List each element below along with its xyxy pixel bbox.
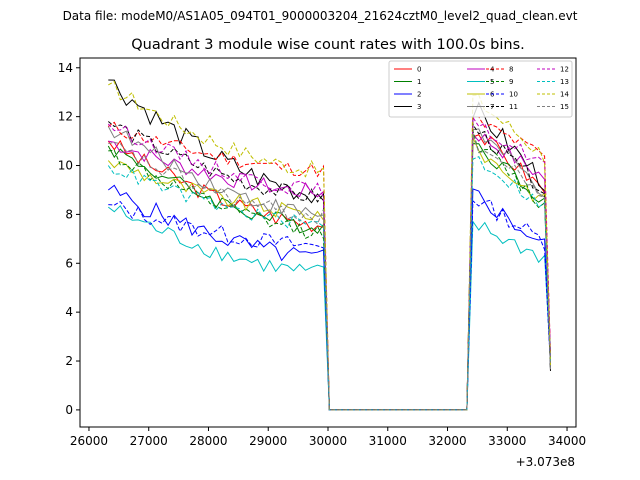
legend-label-13: 13	[560, 78, 569, 86]
series-line-8	[108, 116, 551, 411]
series-line-12	[107, 115, 551, 411]
legend-label-12: 12	[560, 66, 569, 74]
x-offset-label: +3.073e8	[516, 455, 575, 469]
x-tick-label: 32000	[428, 434, 466, 448]
y-tick-label: 10	[58, 159, 73, 173]
y-tick-label: 14	[58, 61, 73, 75]
x-tick-label: 28000	[189, 434, 227, 448]
y-tick-label: 6	[65, 256, 73, 270]
legend-label-15: 15	[560, 103, 569, 111]
y-tick-label: 8	[65, 207, 73, 221]
y-tick-label: 0	[65, 403, 73, 417]
legend-label-3: 3	[417, 103, 421, 111]
legend-label-11: 11	[509, 103, 518, 111]
legend-label-1: 1	[417, 78, 421, 86]
series-line-3	[108, 79, 551, 411]
y-tick-label: 2	[65, 354, 73, 368]
x-tick-label: 33000	[488, 434, 526, 448]
series-line-5	[107, 204, 551, 411]
x-tick-label: 30000	[309, 434, 347, 448]
legend-frame	[388, 60, 573, 118]
legend: 0123456789101112131415	[388, 60, 573, 118]
series-line-11	[107, 121, 551, 411]
series-line-14	[108, 80, 551, 411]
series-line-15	[108, 133, 551, 411]
series-line-4	[108, 132, 551, 411]
legend-label-9: 9	[509, 78, 513, 86]
x-tick-label: 27000	[130, 434, 168, 448]
x-tick-label: 31000	[369, 434, 407, 448]
x-tick-label: 34000	[548, 434, 586, 448]
series-line-6	[107, 137, 551, 411]
legend-label-0: 0	[417, 66, 421, 74]
y-tick-label: 4	[65, 305, 73, 319]
legend-label-10: 10	[509, 91, 518, 99]
series-line-13	[107, 156, 551, 411]
legend-label-14: 14	[560, 91, 569, 99]
y-tick-label: 12	[58, 110, 73, 124]
legend-label-2: 2	[417, 91, 421, 99]
legend-label-8: 8	[509, 66, 513, 74]
chart-title: Quadrant 3 module wise count rates with …	[131, 37, 525, 53]
x-tick-label: 26000	[70, 434, 108, 448]
series-line-2	[107, 184, 551, 411]
chart-suptitle: Data file: modeM0/AS1A05_094T01_90000032…	[63, 9, 578, 23]
series-line-9	[108, 130, 551, 411]
x-tick-label: 29000	[249, 434, 287, 448]
series-line-10	[108, 199, 551, 411]
